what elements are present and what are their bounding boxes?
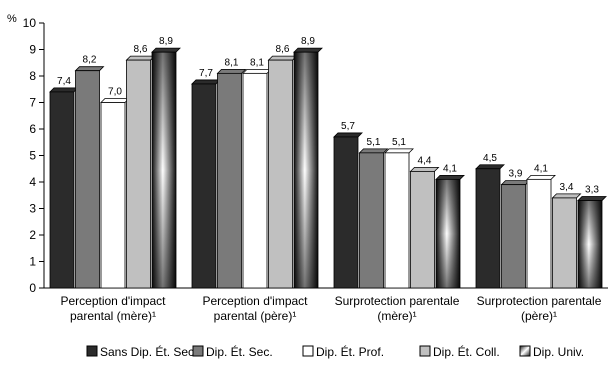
legend-label: Sans Dip. Ét. Sec. [100, 344, 197, 359]
y-tick-label: 6 [29, 122, 36, 136]
category-label: Surprotection parentale (père)¹ [477, 294, 602, 323]
data-label: 3,9 [509, 169, 523, 180]
bar-top-face [293, 47, 323, 53]
bar-top-face [577, 196, 607, 201]
y-tick-label: 9 [29, 43, 36, 57]
bar-top-face [409, 166, 440, 172]
bar [384, 152, 410, 289]
data-label: 3,4 [560, 182, 574, 193]
y-tick-label: 0 [29, 281, 36, 295]
bar-top-face [551, 193, 582, 199]
bar [242, 72, 268, 289]
bar-top-face [475, 164, 505, 170]
y-tick-label: 10 [23, 16, 37, 30]
y-tick-label: 8 [29, 69, 36, 83]
bar [526, 178, 552, 289]
legend-label: Dip. Ét. Prof. [316, 344, 384, 359]
bar [333, 136, 359, 289]
bar-top-face [125, 55, 156, 61]
bar [75, 70, 100, 289]
bar-top-face [216, 68, 247, 74]
data-label: 5,7 [341, 121, 355, 132]
bar [217, 72, 242, 289]
bar-top-face [242, 68, 272, 74]
bar-top-face [49, 87, 79, 93]
y-tick-label: 5 [29, 149, 36, 163]
bar [49, 91, 75, 289]
bar [100, 102, 126, 289]
data-label: 4,1 [534, 163, 548, 174]
bar-top-face [358, 148, 389, 154]
bar-top-face [100, 98, 130, 103]
data-label: 8,9 [301, 36, 315, 47]
data-label: 4,1 [443, 163, 457, 174]
bar-shading [294, 52, 318, 289]
y-tick-label: 4 [29, 175, 36, 189]
bar-shading [578, 200, 602, 288]
data-label: 7,7 [199, 68, 213, 79]
legend-swatch [519, 345, 531, 357]
y-tick-label: 3 [29, 202, 36, 216]
bar [359, 152, 384, 289]
y-tick-label: 7 [29, 96, 36, 110]
data-label: 7,0 [108, 87, 122, 98]
legend-label: Dip. Ét. Sec. [206, 344, 273, 359]
data-label: 8,2 [83, 55, 97, 66]
bar-top-face [526, 174, 556, 180]
data-label: 8,1 [250, 57, 264, 68]
bar [126, 59, 151, 289]
category-label: Perception d'impact parental (mère)¹ [60, 294, 166, 323]
bar-top-face [191, 79, 221, 85]
legend-swatch [302, 345, 314, 357]
bar-top-face [333, 132, 363, 138]
bar [191, 83, 217, 289]
bar-top-face [267, 55, 298, 61]
bar-shading [152, 52, 176, 289]
data-label: 3,3 [585, 185, 599, 196]
legend-swatch [419, 345, 431, 357]
bar [410, 170, 435, 289]
y-tick-label: 2 [29, 228, 36, 242]
category-label: Perception d'impact parental (père)¹ [202, 294, 308, 323]
legend-label: Dip. Ét. Coll. [433, 344, 500, 359]
legend-swatch [192, 345, 204, 357]
bar [501, 184, 526, 289]
data-label: 8,1 [225, 57, 239, 68]
legend-swatch [86, 345, 98, 357]
category-label: Surprotection parentale (mère)¹ [335, 294, 460, 323]
y-tick-label: 1 [29, 255, 36, 269]
bar-top-face [435, 174, 465, 180]
data-label: 4,5 [483, 153, 497, 164]
bar [552, 197, 577, 289]
bar-top-face [500, 180, 531, 186]
data-label: 5,1 [367, 137, 381, 148]
bar-top-face [74, 66, 105, 72]
data-label: 5,1 [392, 137, 406, 148]
data-label: 4,4 [418, 155, 432, 166]
data-label: 7,4 [57, 76, 71, 87]
bar [475, 168, 501, 289]
data-label: 8,6 [276, 44, 290, 55]
bar-shading [436, 179, 460, 288]
data-label: 8,6 [134, 44, 148, 55]
bar-top-face [384, 148, 414, 154]
data-label: 8,9 [159, 36, 173, 47]
bar [268, 59, 293, 289]
y-axis-unit-label: % [7, 13, 17, 25]
legend-label: Dip. Univ. [533, 345, 584, 359]
bar-top-face [151, 47, 181, 53]
